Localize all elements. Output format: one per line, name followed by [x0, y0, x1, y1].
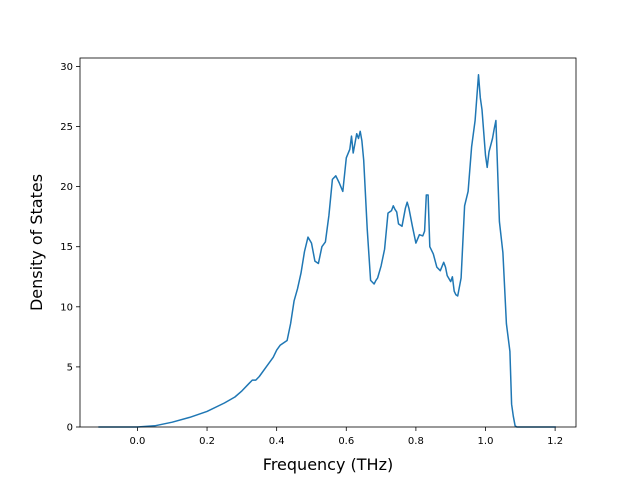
x-tick-label: 1.2 [547, 436, 563, 447]
y-tick-label: 20 [60, 182, 73, 193]
y-tick-label: 0 [67, 423, 73, 434]
y-tick-label: 10 [60, 302, 73, 313]
x-tick-label: 0.8 [408, 436, 424, 447]
x-tick-label: 0.0 [129, 436, 145, 447]
x-tick-label: 0.2 [199, 436, 215, 447]
x-tick-label: 1.0 [478, 436, 494, 447]
dos-series-line [98, 74, 556, 428]
x-tick-label: 0.4 [269, 436, 285, 447]
y-axis-label: Density of States [27, 174, 46, 311]
x-axis-label: Frequency (THz) [263, 455, 393, 474]
x-axis-ticks: 0.0 0.2 0.4 0.6 0.8 1.0 1.2 [129, 427, 563, 447]
y-axis-ticks: 0 5 10 15 20 25 30 [60, 62, 80, 434]
y-tick-label: 30 [60, 62, 73, 73]
y-tick-label: 5 [67, 362, 73, 373]
y-tick-label: 15 [60, 242, 73, 253]
x-tick-label: 0.6 [338, 436, 354, 447]
plot-frame [79, 57, 577, 428]
y-tick-label: 25 [60, 122, 73, 133]
